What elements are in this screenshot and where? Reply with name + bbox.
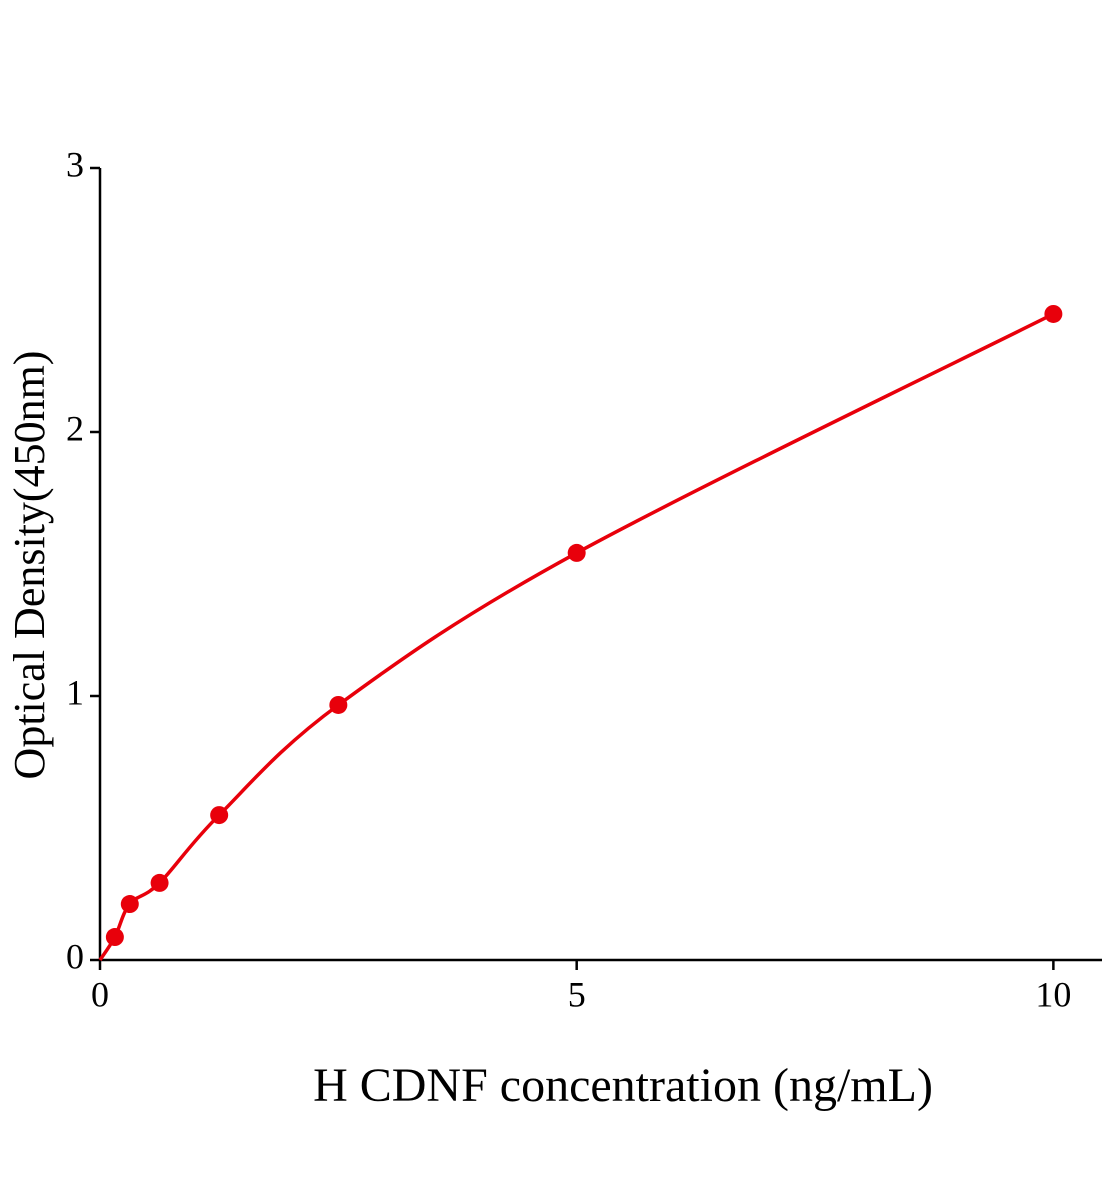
y-tick-label: 1 <box>66 672 84 712</box>
data-point <box>120 895 139 914</box>
data-point <box>150 873 169 892</box>
y-tick-label: 0 <box>66 936 84 976</box>
x-tick-label: 5 <box>568 974 586 1014</box>
data-point <box>1044 304 1063 323</box>
data-point <box>105 928 124 947</box>
y-axis-label: Optical Density(450nm) <box>5 351 54 780</box>
data-point <box>210 806 229 825</box>
x-tick-label: 0 <box>91 974 109 1014</box>
x-axis-label: H CDNF concentration (ng/mL) <box>313 1059 933 1112</box>
data-point <box>329 695 348 714</box>
y-tick-label: 2 <box>66 408 84 448</box>
data-point <box>567 543 586 562</box>
x-tick-label: 10 <box>1035 974 1071 1014</box>
fit-curve <box>98 312 1055 961</box>
y-tick-label: 3 <box>66 144 84 184</box>
